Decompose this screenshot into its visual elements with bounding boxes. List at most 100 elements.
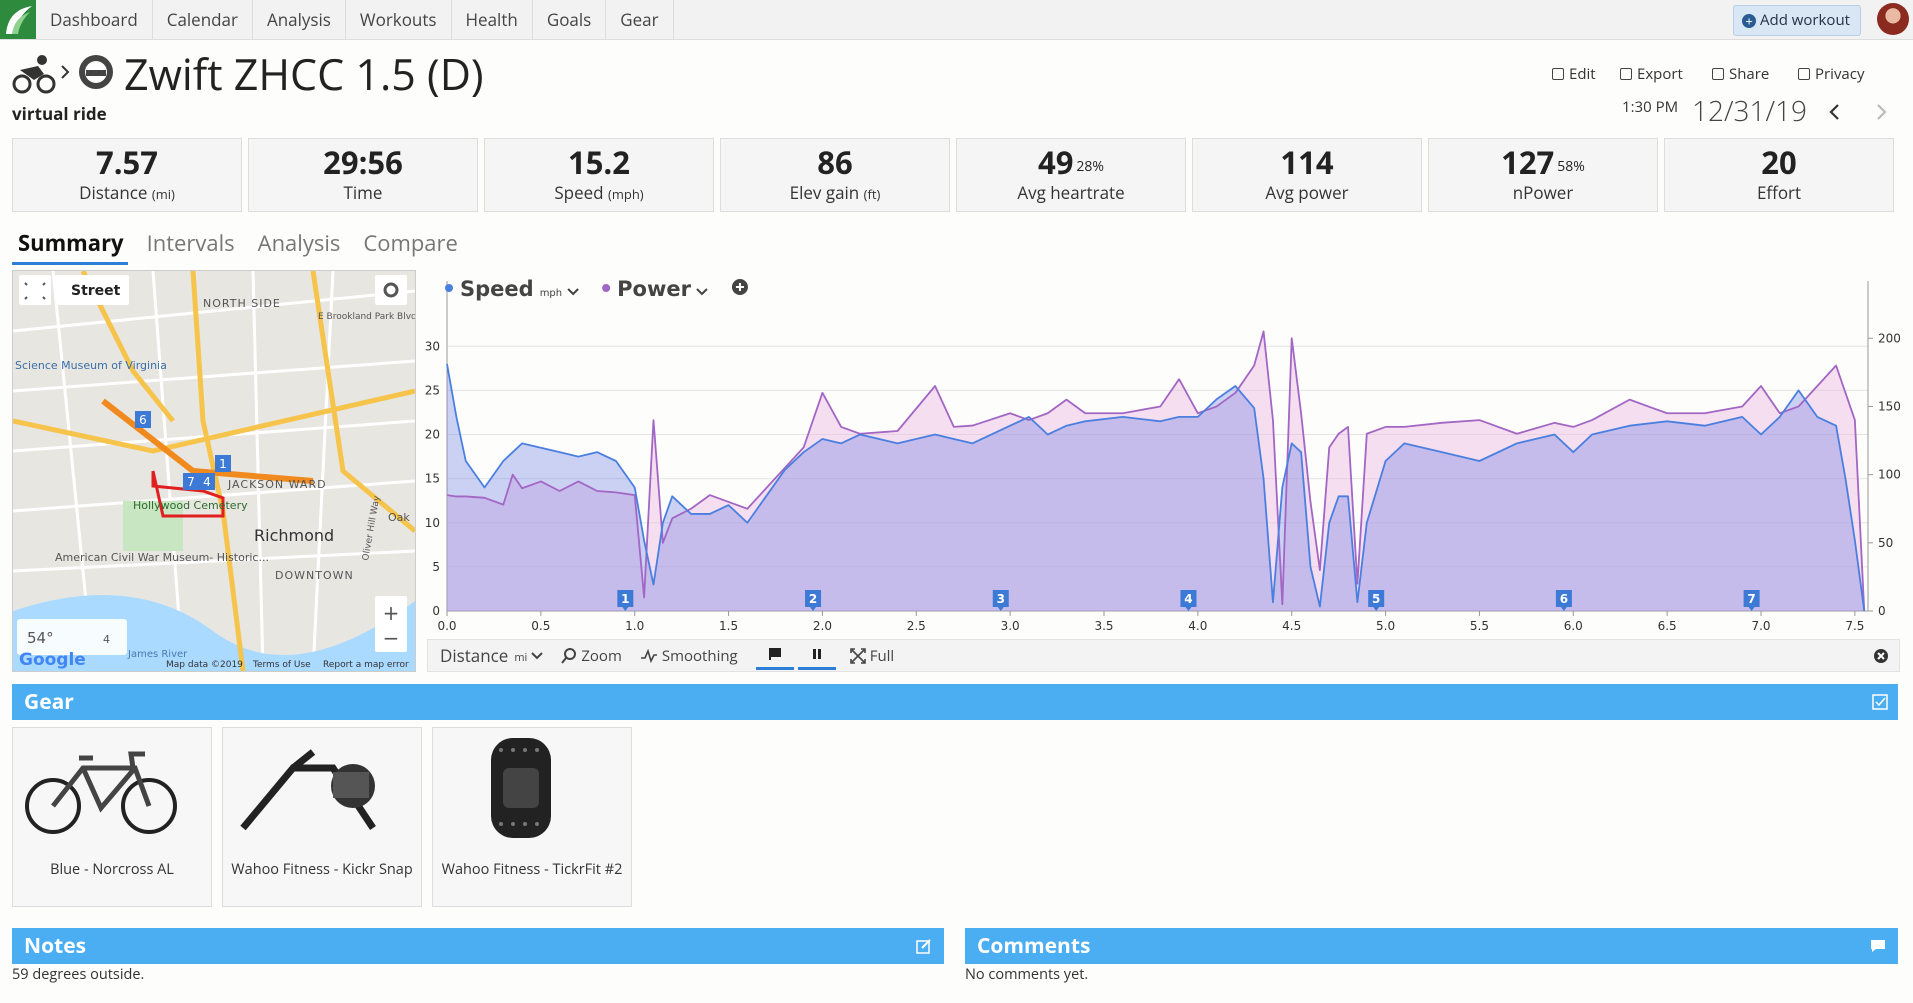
stat-value: 49 (1037, 142, 1074, 184)
lap-marker[interactable] (1180, 590, 1197, 611)
close-chart[interactable] (1873, 648, 1889, 664)
map-label: James River (127, 649, 188, 660)
tabs: Summary Intervals Analysis Compare (12, 228, 475, 265)
comments-header: Comments (965, 928, 1898, 964)
axis-select[interactable]: Distance mi (440, 644, 544, 667)
series-area (447, 331, 1865, 611)
nav-item[interactable]: Goals (533, 0, 607, 39)
lap-marker[interactable] (1555, 590, 1572, 611)
full-label: Full (869, 645, 895, 666)
gear-card[interactable]: Wahoo Fitness - Kickr Snap (222, 727, 422, 907)
chevron (531, 651, 544, 659)
map-label: JACKSON WARD (227, 478, 327, 491)
stat-label-row: Distance (mi) (13, 181, 241, 204)
x-tick-label: 4.0 (1188, 619, 1207, 633)
plus-icon: + (1742, 14, 1757, 28)
logo[interactable] (0, 0, 36, 39)
gear-card[interactable]: Wahoo Fitness - TickrFit #2 (432, 727, 632, 907)
map-attribution: Map data ©2019 (166, 660, 243, 670)
legend-dot (602, 284, 611, 292)
map-style[interactable]: Street (71, 283, 121, 299)
avatar[interactable] (1877, 3, 1909, 35)
tab[interactable]: Summary (12, 228, 128, 265)
nav-bar: Dashboard Calendar Analysis Workouts Health G… (0, 0, 1913, 40)
stat-label-row: Elev gain (ft) (721, 181, 949, 204)
comment-add[interactable] (1870, 939, 1886, 953)
x-tick-label: 3.5 (1094, 619, 1113, 633)
stat-label: Distance (79, 181, 148, 204)
zoom-out[interactable]: − (383, 626, 400, 650)
gear-edit[interactable] (1872, 694, 1888, 710)
map-temperature: 54° (27, 629, 54, 647)
next-arrow[interactable] (1877, 104, 1887, 120)
activity-icons (12, 55, 113, 94)
nav-item[interactable]: Calendar (153, 0, 253, 39)
legend-unit: mph (540, 288, 562, 299)
smoothing-button[interactable]: Smoothing (640, 646, 738, 666)
legend-label[interactable]: Speed (460, 277, 534, 301)
nav-item[interactable]: Gear (606, 0, 674, 39)
pause-toggle[interactable] (797, 641, 836, 670)
header-action[interactable]: Export (1620, 64, 1683, 84)
gear-header: Gear (12, 684, 1898, 720)
x-tick-label: 5.5 (1470, 619, 1489, 633)
comments-text: No comments yet. (965, 965, 1089, 984)
header-action[interactable]: Edit (1552, 64, 1596, 84)
lap-marker[interactable] (805, 590, 822, 611)
nav-item[interactable]: Health (452, 0, 533, 39)
x-tick-label: 3.0 (1001, 619, 1020, 633)
nav-item[interactable]: Dashboard (36, 0, 153, 39)
chart-toolbar: Distance mi Zoom Smoothing Full (427, 639, 1900, 672)
map-attribution[interactable]: Terms of Use (252, 660, 311, 670)
stat-value: 20 (1761, 142, 1797, 184)
zoom-in[interactable]: + (383, 601, 400, 625)
lap-marker[interactable] (617, 590, 634, 611)
lap-marker[interactable] (992, 590, 1009, 611)
prev-arrow[interactable] (1829, 104, 1839, 120)
full-button[interactable]: Full (849, 645, 895, 666)
y-tick-label: 5 (432, 560, 440, 574)
y-tick-label: 0 (432, 604, 440, 618)
map[interactable]: Street + − NORTH SIDE E Brookland Park B… (12, 270, 416, 672)
map-settings[interactable] (383, 282, 399, 298)
tab[interactable]: Analysis (257, 228, 341, 258)
gear-card[interactable]: Blue - Norcross AL (12, 727, 212, 907)
lap-marker[interactable] (1368, 590, 1385, 611)
legend-label[interactable]: Power (617, 277, 691, 301)
nav-item[interactable]: Analysis (253, 0, 346, 39)
header-action[interactable]: Privacy (1798, 64, 1864, 84)
legend-chevron[interactable] (567, 288, 579, 296)
stat-label-row: Avg heartrate (957, 181, 1185, 204)
nav-item[interactable]: Workouts (346, 0, 452, 39)
header-action[interactable]: Share (1712, 64, 1769, 84)
stat-label: Speed (554, 181, 604, 204)
notes-header: Notes (12, 928, 944, 964)
stat-unit: (mi) (151, 185, 175, 203)
workout-title: Zwift ZHCC 1.5 (D) (124, 44, 484, 103)
legend-chevron[interactable] (696, 288, 708, 296)
stat-label-row: Speed (mph) (485, 181, 713, 204)
tab[interactable]: Compare (363, 228, 458, 258)
workout-date: 12/31/19 (1692, 92, 1807, 130)
stat-label: Avg heartrate (1017, 181, 1125, 204)
map-label: Richmond (254, 526, 334, 545)
add-workout-button[interactable]: + Add workout (1733, 5, 1861, 36)
y-tick-label: 30 (425, 339, 440, 353)
x-tick-label: 2.0 (813, 619, 832, 633)
zoom-button[interactable]: Zoom (561, 646, 622, 666)
stat-label-row: Avg power (1193, 181, 1421, 204)
stat-label: Avg power (1265, 181, 1349, 204)
tab[interactable]: Intervals (146, 228, 235, 258)
stat-box: 127 58% nPower (1428, 138, 1658, 212)
lap-marker[interactable] (1743, 590, 1760, 611)
laps-toggle[interactable] (755, 641, 794, 670)
map-lap-label: 1 (219, 457, 227, 471)
lap-label: 7 (1747, 592, 1755, 606)
lap-label: 1 (621, 592, 629, 606)
fullscreen-icon[interactable] (24, 282, 46, 300)
notes-edit[interactable] (916, 938, 932, 954)
stat-box: 114 Avg power (1192, 138, 1422, 212)
map-attribution[interactable]: Report a map error (323, 660, 409, 670)
